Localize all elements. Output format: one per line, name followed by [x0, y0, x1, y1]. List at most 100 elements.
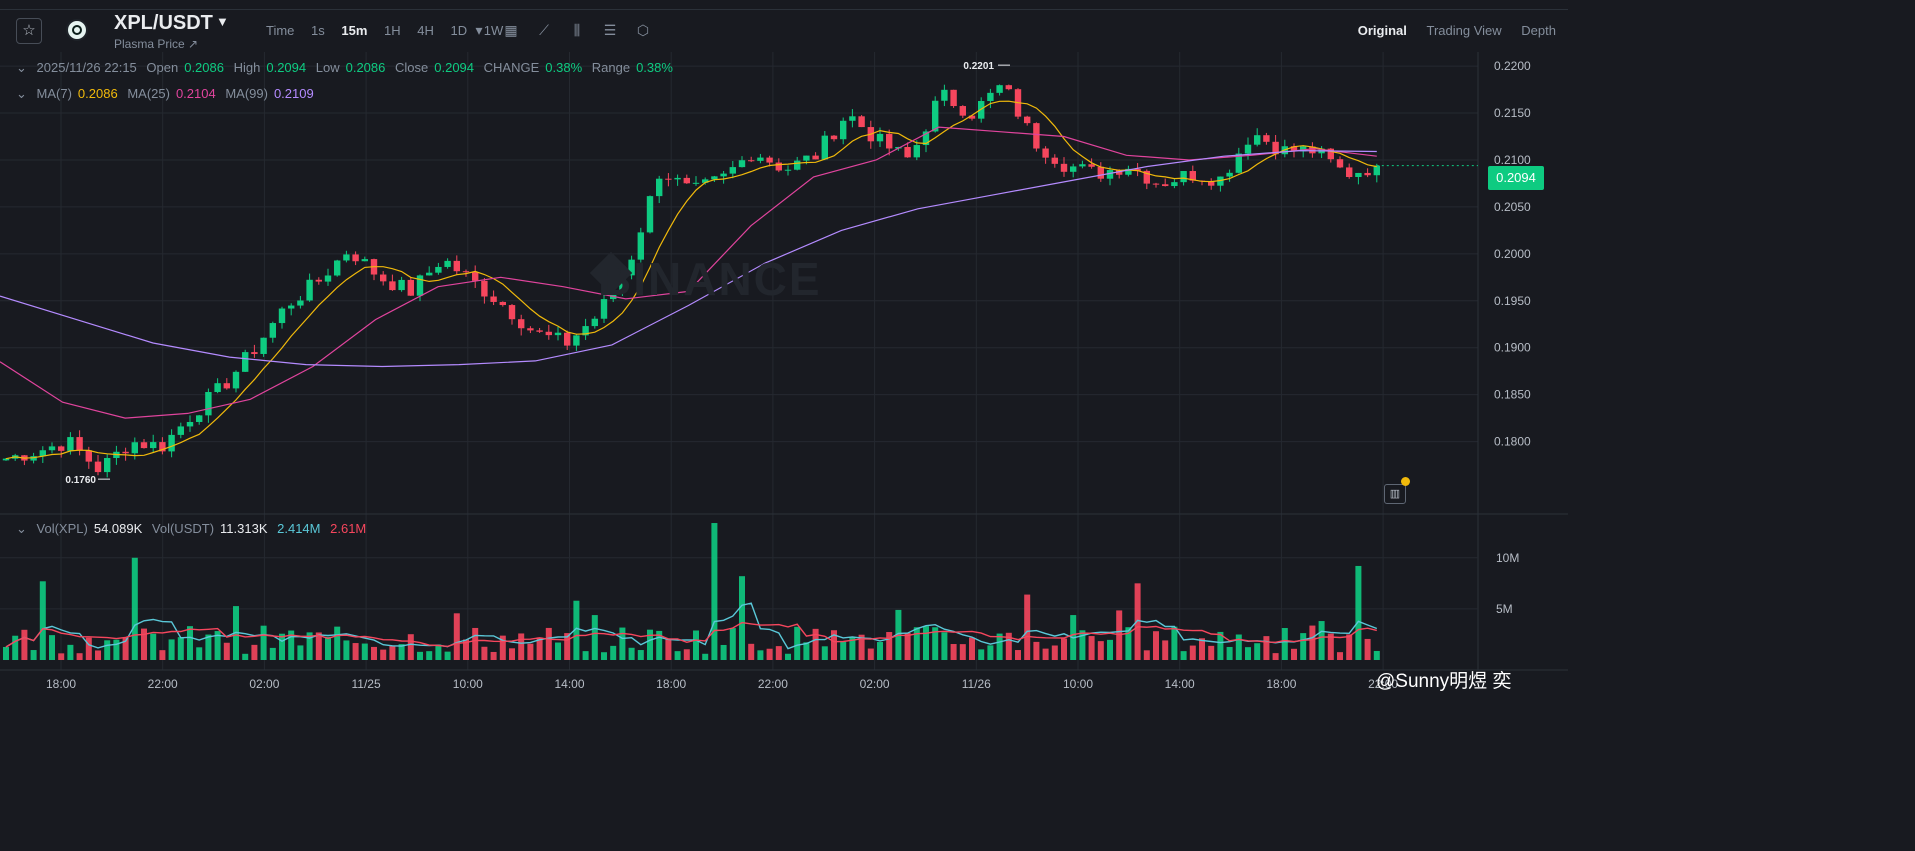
ma7-label: MA(7): [36, 86, 72, 101]
candle-up: [214, 383, 221, 393]
volume-bar-down: [1327, 633, 1334, 660]
candle-up: [232, 371, 240, 389]
hexagon-settings-icon[interactable]: ⬡: [636, 22, 650, 38]
pair-subtitle[interactable]: Plasma Price ↗: [114, 37, 199, 51]
candle-up: [67, 437, 74, 451]
high-value: 0.2094: [266, 60, 307, 75]
volume-bar-down: [463, 639, 469, 660]
volume-bar-down: [1162, 640, 1169, 660]
volume-bar-down: [1051, 645, 1058, 660]
volume-bar-down: [1134, 583, 1141, 660]
pair-title[interactable]: XPL/USDT: [114, 12, 213, 34]
volume-bar-up: [573, 600, 580, 660]
volume-bar-up: [941, 632, 948, 660]
candle-up: [702, 179, 709, 183]
candle-down: [1143, 170, 1150, 184]
calendar-icon[interactable]: ▦: [504, 22, 518, 38]
volume-bar-up: [628, 647, 635, 660]
candle-down: [1290, 146, 1298, 152]
candle-up: [1079, 164, 1086, 167]
interval-1s[interactable]: 1s: [311, 23, 325, 38]
star-icon[interactable]: ☆: [16, 18, 42, 44]
candle-up: [306, 279, 313, 301]
collapse-caret-icon[interactable]: ⌄: [16, 521, 27, 536]
volume-bar-down: [223, 642, 230, 660]
candle-up: [416, 275, 424, 296]
candle-up: [610, 290, 617, 300]
candle-up: [48, 446, 56, 451]
candle-down: [122, 451, 129, 454]
vol-row: ⌄ Vol(XPL) 54.089K Vol(USDT) 11.313K 2.414…: [16, 521, 372, 537]
candle-down: [518, 319, 525, 329]
candle-up: [150, 442, 157, 449]
candle-up: [435, 266, 442, 273]
candle-up: [39, 450, 46, 457]
volume-bar-up: [1281, 628, 1288, 660]
volume-bar-down: [886, 632, 893, 660]
candle-down: [564, 332, 571, 346]
time-tick-label: 22:00: [1368, 677, 1398, 691]
interval-15m[interactable]: 15m: [341, 23, 368, 38]
candle-up: [821, 135, 828, 160]
interval-1w[interactable]: 1W: [483, 23, 504, 38]
view-original[interactable]: Original: [1357, 23, 1407, 38]
candle-down: [315, 279, 322, 282]
candle-down: [1309, 146, 1316, 154]
range-value: 0.38%: [636, 60, 673, 75]
volume-bar-down: [1199, 638, 1205, 660]
time-tick-label: 22:00: [148, 677, 178, 691]
candle-down: [1327, 148, 1334, 160]
collapse-caret-icon[interactable]: ⌄: [16, 60, 27, 75]
volume-bar-down: [58, 653, 65, 660]
volume-bar-down: [812, 628, 819, 660]
volume-bar-down: [1309, 625, 1316, 660]
volume-bar-up: [720, 644, 727, 660]
more-intervals-caret-icon[interactable]: ▾: [475, 22, 483, 38]
volume-bar-down: [665, 638, 672, 660]
close-value: 0.2094: [434, 60, 475, 75]
candle-up: [656, 178, 663, 197]
overlay-toggle-icon[interactable]: ▥: [1384, 484, 1406, 504]
collapse-caret-icon[interactable]: ⌄: [16, 86, 27, 101]
indicator-icon[interactable]: ⫼: [573, 22, 581, 38]
candle-down: [950, 89, 957, 107]
dropdown-caret-icon[interactable]: ▼: [216, 14, 229, 29]
volume-bar-down: [1364, 638, 1371, 660]
candle-up: [196, 415, 203, 422]
candle-down: [959, 106, 966, 116]
volume-bar-down: [858, 634, 865, 660]
volume-bar-up: [288, 630, 295, 660]
volume-bar-up: [435, 644, 442, 660]
price-tick-label: 0.1800: [1494, 435, 1531, 449]
volume-bar-up: [417, 651, 423, 660]
interval-time[interactable]: Time: [266, 23, 295, 38]
candle-up: [600, 299, 608, 319]
vol-ma-b-value: 2.61M: [330, 521, 367, 536]
volume-bar-down: [766, 648, 773, 660]
volume-bar-down: [904, 632, 911, 660]
candle-down: [490, 296, 497, 302]
volume-bar-up: [674, 651, 681, 660]
candle-up: [242, 352, 249, 372]
chart-area[interactable]: 0.2200 0.2150 0.2100 0.2050 0.2000 0.1950 0.19…: [0, 52, 1568, 697]
interval-1h[interactable]: 1H: [384, 23, 401, 38]
volume-bar-up: [821, 646, 828, 660]
candle-down: [1051, 157, 1058, 164]
volume-bar-down: [407, 634, 414, 660]
interval-4h[interactable]: 4H: [417, 23, 434, 38]
volume-bar-up: [601, 652, 607, 660]
interval-1d[interactable]: 1D: [450, 23, 468, 38]
volume-bar-up: [1125, 627, 1132, 660]
volume-bar-down: [251, 644, 258, 660]
volume-bar-up: [444, 651, 451, 660]
settings-list-icon[interactable]: ☰: [603, 22, 617, 38]
candle-up: [1254, 135, 1261, 145]
change-label: CHANGE: [483, 60, 540, 75]
candle-down: [1189, 171, 1196, 181]
volume-ma-b-line: [5, 621, 1377, 648]
vol-xpl-value: 54.089K: [93, 521, 143, 536]
view-trading-view[interactable]: Trading View: [1426, 23, 1502, 38]
draw-line-icon[interactable]: ⟋: [539, 22, 549, 38]
view-depth[interactable]: Depth: [1521, 23, 1556, 38]
volume-bar-down: [76, 653, 83, 660]
